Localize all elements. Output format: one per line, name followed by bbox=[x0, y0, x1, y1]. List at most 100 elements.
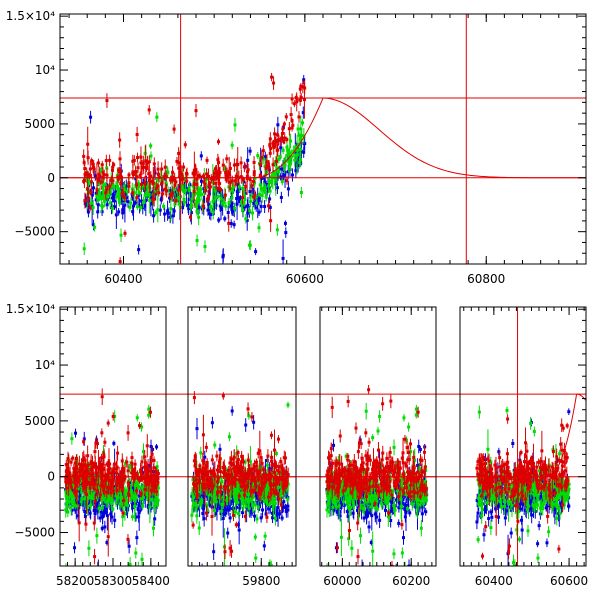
data-point bbox=[211, 181, 215, 185]
data-point bbox=[156, 480, 160, 484]
data-point bbox=[230, 143, 234, 147]
data-point bbox=[208, 503, 212, 507]
data-point bbox=[110, 480, 114, 484]
segment-0 bbox=[60, 14, 586, 264]
data-point bbox=[177, 166, 181, 170]
data-point bbox=[153, 171, 157, 175]
data-point bbox=[205, 509, 209, 513]
data-point bbox=[108, 184, 112, 188]
data-point bbox=[112, 199, 116, 203]
data-point bbox=[154, 187, 158, 191]
data-point bbox=[209, 500, 213, 504]
data-point bbox=[73, 488, 77, 492]
data-point bbox=[263, 164, 267, 168]
data-point bbox=[89, 190, 93, 194]
data-point bbox=[293, 158, 297, 162]
data-point bbox=[268, 189, 272, 193]
data-point bbox=[292, 149, 296, 153]
data-point bbox=[111, 414, 115, 418]
data-point bbox=[215, 175, 219, 179]
data-point bbox=[157, 191, 161, 195]
data-point bbox=[200, 572, 203, 575]
data-point bbox=[299, 148, 303, 152]
data-point bbox=[133, 474, 137, 478]
data-point bbox=[213, 443, 217, 447]
data-point bbox=[98, 467, 102, 471]
data-point bbox=[151, 181, 155, 185]
data-point bbox=[217, 169, 221, 173]
data-point bbox=[65, 486, 69, 490]
data-point bbox=[221, 253, 225, 257]
data-point bbox=[82, 154, 86, 158]
data-point bbox=[103, 199, 107, 203]
data-point bbox=[79, 482, 83, 486]
data-point bbox=[252, 420, 256, 424]
data-point bbox=[265, 160, 269, 164]
data-point bbox=[207, 194, 211, 198]
data-point bbox=[112, 441, 116, 445]
data-point bbox=[153, 169, 157, 173]
data-point bbox=[91, 497, 95, 501]
data-point bbox=[121, 478, 125, 482]
data-point bbox=[212, 508, 216, 512]
data-point bbox=[143, 151, 147, 155]
data-point bbox=[267, 467, 271, 471]
data-point bbox=[225, 157, 229, 161]
data-point bbox=[207, 174, 211, 178]
data-point bbox=[266, 481, 270, 485]
data-point bbox=[228, 480, 232, 484]
data-point bbox=[108, 158, 112, 162]
data-point bbox=[286, 148, 290, 152]
data-point bbox=[93, 463, 97, 467]
data-point bbox=[248, 190, 252, 194]
data-point bbox=[134, 551, 138, 555]
data-point bbox=[140, 473, 144, 477]
data-point bbox=[64, 568, 67, 571]
data-point bbox=[199, 179, 203, 183]
data-point bbox=[80, 490, 84, 494]
data-point bbox=[117, 195, 121, 199]
data-point bbox=[206, 470, 210, 474]
data-point bbox=[219, 188, 223, 192]
data-point bbox=[141, 489, 145, 493]
data-point bbox=[295, 148, 299, 152]
data-point bbox=[243, 205, 247, 209]
data-point bbox=[66, 484, 70, 488]
data-point bbox=[236, 196, 240, 200]
data-point bbox=[256, 451, 260, 455]
data-point bbox=[93, 555, 97, 559]
data-point bbox=[260, 490, 264, 494]
data-point bbox=[290, 155, 294, 159]
data-point bbox=[117, 210, 121, 214]
data-point bbox=[143, 181, 147, 185]
data-point bbox=[75, 489, 79, 493]
data-point bbox=[156, 503, 160, 507]
data-point bbox=[195, 182, 199, 186]
data-point bbox=[150, 452, 154, 456]
data-point bbox=[256, 505, 260, 509]
data-point bbox=[202, 517, 206, 521]
data-point bbox=[176, 190, 180, 194]
data-point bbox=[276, 437, 280, 441]
data-point bbox=[126, 481, 130, 485]
data-point bbox=[263, 205, 267, 209]
data-point bbox=[95, 438, 99, 442]
data-point bbox=[89, 480, 93, 484]
data-point bbox=[218, 447, 222, 451]
data-point bbox=[89, 503, 93, 507]
data-point bbox=[104, 500, 108, 504]
data-point bbox=[241, 178, 245, 182]
data-point bbox=[235, 493, 239, 497]
data-point bbox=[265, 483, 269, 487]
bottom-lightcurve-panel: 58200 58300 58400 59800 60000 60200 60400 60600… bbox=[6, 302, 588, 588]
data-point bbox=[103, 440, 107, 444]
data-point bbox=[240, 201, 244, 205]
data-point bbox=[150, 195, 154, 199]
data-point bbox=[144, 166, 148, 170]
data-point bbox=[190, 513, 194, 517]
data-point bbox=[91, 476, 95, 480]
data-point bbox=[195, 504, 199, 508]
data-point bbox=[118, 475, 122, 479]
data-point bbox=[155, 490, 159, 494]
